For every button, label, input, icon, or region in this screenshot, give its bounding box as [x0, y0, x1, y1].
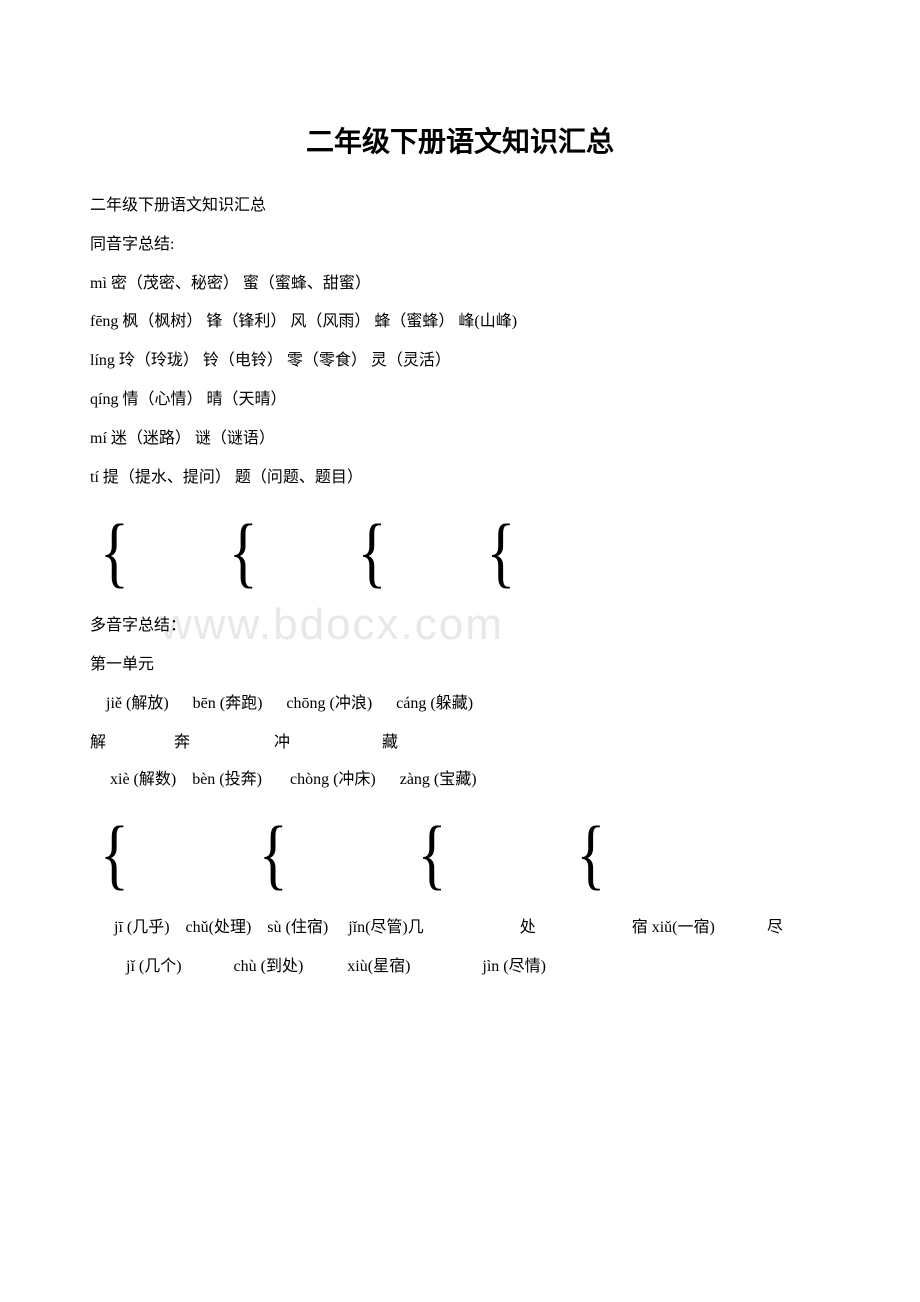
brace-icon: {	[259, 792, 288, 917]
poly2-line1: jī (几乎) chǔ(处理) sù (住宿) jǐn(尽管)几 处 宿 xiǔ…	[90, 910, 830, 947]
page-title: 二年级下册语文知识汇总	[90, 120, 830, 160]
homophone-ti: tí 提（提水、提问） 题（问题、题目）	[90, 460, 830, 497]
section1-header: 同音字总结:	[90, 227, 830, 264]
brace-icon: {	[229, 490, 258, 615]
section2-header: 多音字总结：	[90, 608, 830, 645]
brace-icon: {	[576, 792, 605, 917]
subtitle-line: 二年级下册语文知识汇总	[90, 188, 830, 225]
unit-header: 第一单元	[90, 647, 830, 684]
document-content: 二年级下册语文知识汇总 二年级下册语文知识汇总 同音字总结: mì 密（茂密、秘…	[90, 120, 830, 986]
brace-icon: {	[100, 490, 129, 615]
brace-icon: {	[486, 490, 515, 615]
poly1-line1: jiě (解放) bēn (奔跑) chōng (冲浪) cáng (躲藏)	[90, 686, 830, 723]
poly1-line2: xiè (解数) bèn (投奔) chòng (冲床) zàng (宝藏)	[90, 762, 830, 799]
brace-icon: {	[358, 490, 387, 615]
poly1-hanzi: 解 奔 冲 藏	[90, 725, 830, 762]
poly2-line2: jǐ (几个) chù (到处) xiù(星宿) jìn (尽情)	[90, 949, 830, 986]
homophone-mi2: mí 迷（迷路） 谜（谜语）	[90, 421, 830, 458]
brace-icon: {	[100, 792, 129, 917]
homophone-ling: líng 玲（玲珑） 铃（电铃） 零（零食） 灵（灵活）	[90, 343, 830, 380]
homophone-feng: fēng 枫（枫树） 锋（锋利） 风（风雨） 蜂（蜜蜂） 峰(山峰)	[90, 304, 830, 341]
brace-row-1: { { { {	[90, 504, 830, 600]
brace-row-2: { { { {	[90, 806, 830, 902]
homophone-mi: mì 密（茂密、秘密） 蜜（蜜蜂、甜蜜）	[90, 266, 830, 303]
homophone-qing: qíng 情（心情） 晴（天晴）	[90, 382, 830, 419]
brace-icon: {	[418, 792, 447, 917]
